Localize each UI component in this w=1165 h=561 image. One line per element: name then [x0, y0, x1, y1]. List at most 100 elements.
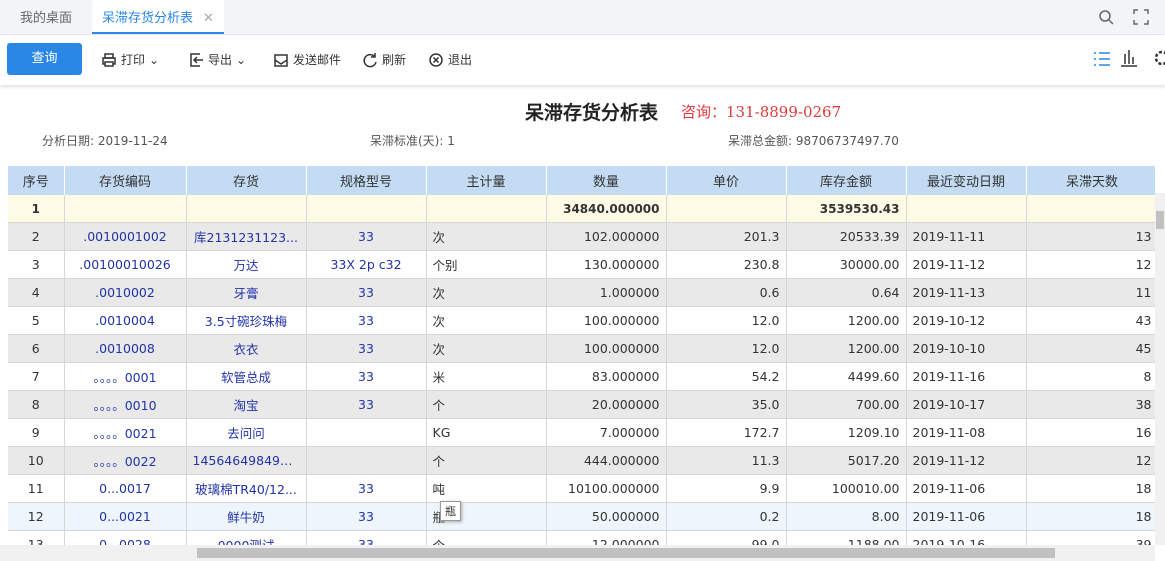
- table-row[interactable]: 8 。。。。0010 淘宝 33 个 20.000000 35.0 700.00 2019-10…: [8, 390, 1155, 419]
- table-cell: .0010002: [64, 278, 187, 307]
- summary-row[interactable]: 1 34840.000000 3539530.43: [8, 195, 1155, 223]
- info-value: 2019-11-24: [97, 134, 168, 148]
- table-cell: 100.000000: [546, 334, 667, 363]
- table-cell: 2019-10-17: [906, 390, 1027, 419]
- table-cell: [666, 195, 787, 223]
- table-cell: 个别: [426, 250, 547, 279]
- table-cell: 次: [426, 306, 547, 335]
- table-cell: [186, 195, 307, 223]
- info-label: 分析日期:: [42, 134, 95, 148]
- table-row[interactable]: 11 0...0017 玻璃棉TR40/12... 33 吨 10100.000000 9.…: [8, 474, 1155, 503]
- tab[interactable]: 我的桌面: [20, 11, 73, 26]
- table-cell: 2019-11-08: [906, 418, 1027, 447]
- table-cell: 淘宝: [186, 390, 307, 419]
- table-cell: 230.8: [666, 250, 787, 279]
- table-cell: 201.3: [666, 222, 787, 251]
- table-cell: 0.64: [786, 278, 907, 307]
- table-cell: 35.0: [666, 390, 787, 419]
- table-cell: 2019-11-16: [906, 362, 1027, 391]
- query-button[interactable]: 查询: [7, 43, 82, 75]
- table-cell: 次: [426, 278, 547, 307]
- fullscreen-icon[interactable]: [1133, 9, 1149, 25]
- table-cell: 5017.20: [786, 446, 907, 475]
- table-cell: 2019-11-12: [906, 250, 1027, 279]
- table-cell: 0.2: [666, 502, 787, 531]
- table-cell: 30000.00: [786, 250, 907, 279]
- table-row[interactable]: 9 。。。。0021 去问问 KG 7.000000 172.7 1209.10 2019-1…: [8, 418, 1155, 447]
- table-row[interactable]: 6.0010008 衣衣 33 次 100.000000 12.0 1200.00 2019-…: [8, 334, 1155, 363]
- vertical-scrollbar[interactable]: [1155, 193, 1165, 545]
- table-cell: 100.000000: [546, 306, 667, 335]
- info-value: 98706737497.70: [795, 134, 899, 148]
- table-cell: 8: [1026, 362, 1155, 391]
- chart-view-icon[interactable]: [1120, 49, 1138, 67]
- table-cell: [64, 195, 187, 223]
- table-cell: 33: [306, 222, 427, 251]
- button-label: 刷新: [382, 53, 407, 67]
- tab-active[interactable]: 呆滞存货分析表 ✕: [92, 0, 224, 34]
- exit-button[interactable]: 退出: [428, 45, 472, 75]
- table-cell: 1.000000: [546, 278, 667, 307]
- table-cell: 2019-11-12: [906, 446, 1027, 475]
- table-row[interactable]: 2.0010001002 库2131231123... 33 次 102.000000 2…: [8, 222, 1155, 251]
- table-row[interactable]: 3.00100010026 万达 33X 2p c32 个别 130.000000 230…: [8, 250, 1155, 279]
- table-cell: 次: [426, 334, 547, 363]
- table-cell: 33: [306, 390, 427, 419]
- table-cell: 16: [1026, 418, 1155, 447]
- table-cell: 12: [1026, 446, 1155, 475]
- button-label: 发送邮件: [293, 53, 342, 67]
- table-row[interactable]: 12 0...0021 鲜牛奶 33 瓶 50.000000 0.2 8.00 2019-11-…: [8, 502, 1155, 531]
- table-cell: 。。。。0021: [64, 418, 187, 447]
- table-cell: 130.000000: [546, 250, 667, 279]
- table-cell: 1188.00: [786, 530, 907, 545]
- table-row[interactable]: 7 。。。。0001 软管总成 33 米 83.000000 54.2 4499.60 2019…: [8, 362, 1155, 391]
- table-cell: 172.7: [666, 418, 787, 447]
- table-cell: 145646498496...: [186, 446, 307, 475]
- refresh-button[interactable]: 刷新: [362, 45, 406, 75]
- table-cell: 0.6: [666, 278, 787, 307]
- table-cell: 11.3: [666, 446, 787, 475]
- info-value: 1: [447, 134, 455, 148]
- table-row[interactable]: 130...00280000测试33个12.00000099.01188.002…: [8, 530, 1155, 545]
- table-cell: [306, 418, 427, 447]
- table-cell: 2019-11-06: [906, 474, 1027, 503]
- table-row[interactable]: 5.0010004 3.5寸碗珍珠梅 33 次 100.000000 12.0 1200.0…: [8, 306, 1155, 335]
- table-cell: 33: [306, 474, 427, 503]
- table-cell: 444.000000: [546, 446, 667, 475]
- table-cell: 0...0028: [64, 530, 187, 545]
- search-icon[interactable]: [1098, 9, 1114, 25]
- horizontal-scrollbar[interactable]: [0, 545, 1155, 561]
- table-cell: 102.000000: [546, 222, 667, 251]
- table-cell: 10: [8, 446, 65, 475]
- table-cell: 1: [8, 195, 65, 223]
- table-cell: 万达: [186, 250, 307, 279]
- table-cell: 5: [8, 306, 65, 335]
- table-cell: 2019-11-13: [906, 278, 1027, 307]
- tab-close[interactable]: ✕: [203, 11, 214, 26]
- table-row[interactable]: 4.0010002 牙膏 33 次 1.000000 0.6 0.64 2019-11-13 1…: [8, 278, 1155, 307]
- table-cell: 0...0021: [64, 502, 187, 531]
- table-cell: [1026, 195, 1155, 223]
- table-cell: 33: [306, 278, 427, 307]
- list-view-icon[interactable]: [1093, 50, 1111, 68]
- table-cell: KG: [426, 418, 547, 447]
- table-cell: 牙膏: [186, 278, 307, 307]
- table-cell: 10100.000000: [546, 474, 667, 503]
- table-cell: 7.000000: [546, 418, 667, 447]
- table-cell: 83.000000: [546, 362, 667, 391]
- print-button[interactable]: 打印 ⌄: [101, 45, 159, 75]
- settings-icon[interactable]: [1153, 49, 1165, 67]
- table-cell: 鲜牛奶: [186, 502, 307, 531]
- table-row[interactable]: 10 。。。。0022 145646498496... 个 444.000000 11.3…: [8, 446, 1155, 475]
- table-cell: 33: [306, 306, 427, 335]
- toolbar: 查询 打印 ⌄ 导出 ⌄ 发送邮件 刷新 退出: [0, 35, 1165, 85]
- table-cell: 12: [8, 502, 65, 531]
- table-cell: [306, 195, 427, 223]
- column-header: 最近变动日期: [906, 166, 1027, 195]
- email-button[interactable]: 发送邮件: [273, 45, 341, 75]
- column-header: 呆滞天数: [1026, 166, 1155, 195]
- table-cell: 54.2: [666, 362, 787, 391]
- export-button[interactable]: 导出 ⌄: [188, 45, 246, 75]
- info-item: 呆滞总金额: 98706737497.70: [728, 132, 899, 149]
- info-item: 分析日期: 2019-11-24: [42, 132, 168, 149]
